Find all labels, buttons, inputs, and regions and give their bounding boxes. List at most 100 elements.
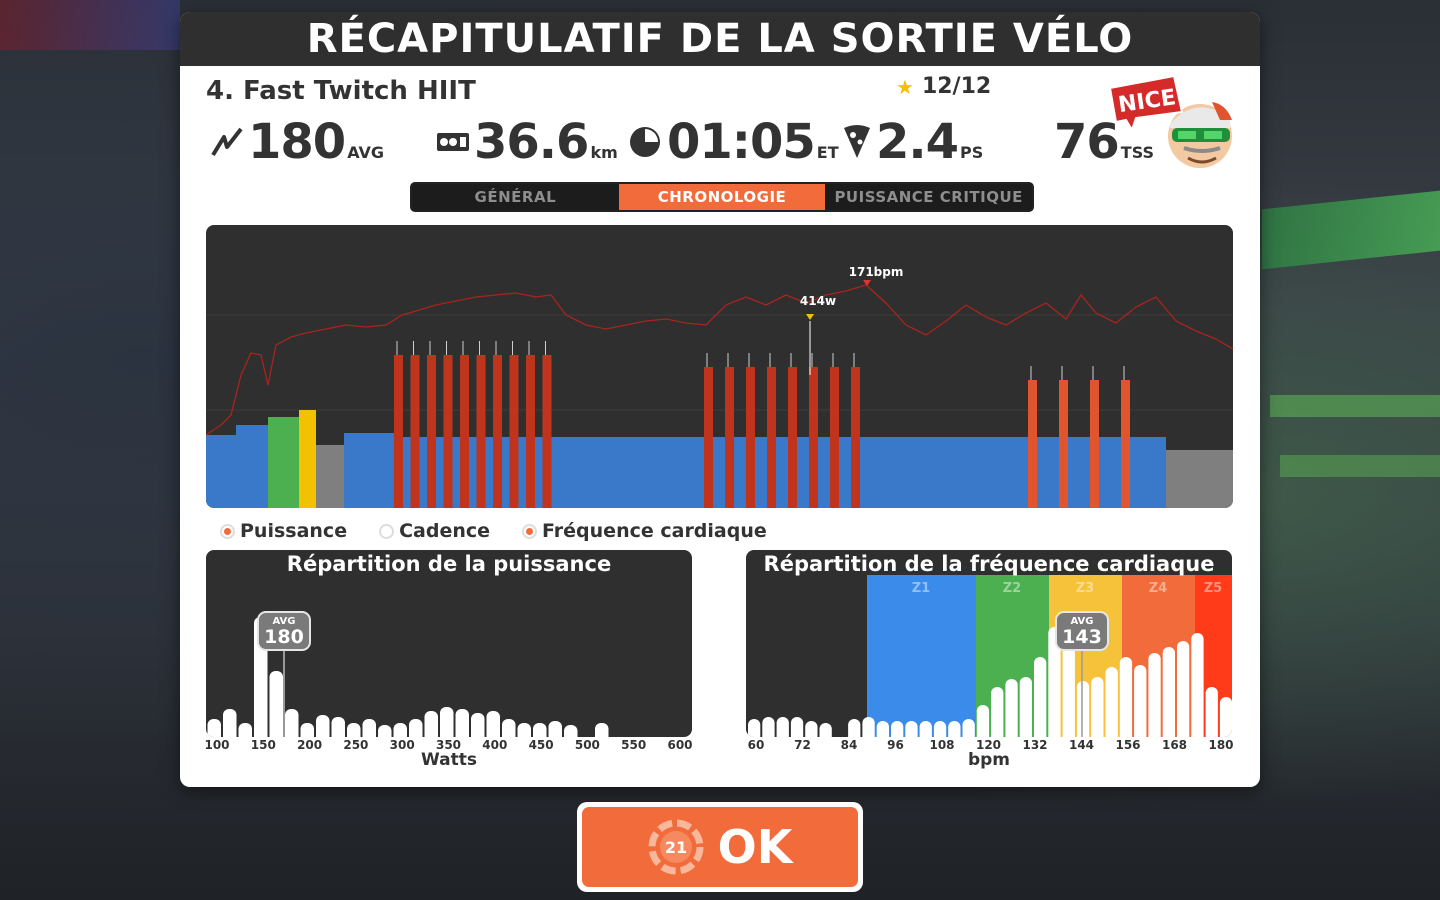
peak-power-label: 414w (800, 294, 836, 308)
ok-label: OK (717, 820, 793, 874)
hr-zone-label: Z2 (1003, 581, 1021, 596)
ok-button[interactable]: 21 OK (582, 807, 858, 887)
hr-histogram-bar (1148, 653, 1161, 737)
power-icon (211, 127, 243, 157)
tab-critical-power[interactable]: PUISSANCE CRITIQUE (825, 184, 1032, 210)
power-interval-bar (704, 367, 713, 508)
stat-pizza-slices: 2.4 PS (842, 114, 983, 170)
axis-tick: 300 (389, 738, 415, 752)
hr-histogram-bar (905, 721, 918, 737)
axis-tick: 450 (528, 738, 554, 752)
heart-rate-distribution-plot: Z1 Z2 Z3 Z4 Z5 AVG 143 (748, 575, 1232, 737)
axis-tick: 144 (1068, 738, 1095, 752)
legend-power-toggle[interactable]: Puissance (220, 520, 347, 542)
power-interval-bar (746, 367, 755, 508)
axis-tick: 350 (435, 738, 462, 752)
peak-hr-marker: 171bpm (849, 265, 904, 286)
peak-hr-label: 171bpm (849, 265, 904, 279)
power-histogram-bar (393, 723, 407, 737)
hr-histogram-bar (805, 721, 818, 737)
legend-cadence-toggle[interactable]: Cadence (379, 520, 490, 542)
timeline-plot: 414w 171bpm (206, 265, 1233, 508)
tab-timeline[interactable]: CHRONOLOGIE (618, 184, 826, 210)
power-histogram-bar (378, 725, 392, 737)
power-histogram-bar (564, 725, 578, 737)
power-interval-bar (830, 367, 839, 508)
axis-tick: 250 (343, 738, 369, 752)
radio-icon (220, 523, 235, 539)
hr-histogram-bar (1105, 667, 1118, 737)
power-interval-bar (851, 367, 860, 508)
power-histogram-bar (471, 713, 485, 737)
svg-text:21: 21 (664, 838, 686, 857)
hr-histogram-bar (862, 717, 875, 737)
timeline-chart: 414w 171bpm (206, 225, 1233, 508)
hr-histogram-bar (1205, 687, 1218, 737)
nice-badge: NICE! (1108, 74, 1187, 133)
power-histogram-bar (548, 721, 562, 737)
mascot-avatar: NICE! (1108, 74, 1232, 168)
hr-histogram-bar (1162, 647, 1175, 737)
stat-avg-power: 180 AVG (210, 114, 384, 170)
axis-tick: 60 (747, 738, 765, 752)
hr-zone-label: Z5 (1204, 581, 1222, 596)
hr-histogram-bar (1091, 677, 1104, 737)
stat-tss: 76 TSS (1054, 114, 1155, 170)
power-interval-bar (788, 367, 797, 508)
power-interval-bar (809, 367, 818, 508)
power-segment (299, 410, 316, 508)
hr-histogram-bar (991, 687, 1004, 737)
power-interval-bar (509, 355, 519, 508)
svg-text:AVG: AVG (272, 616, 295, 627)
level-badge-icon: 21 (648, 819, 704, 875)
hr-avg-marker: AVG 143 (1055, 611, 1109, 651)
power-histogram-bar (533, 723, 547, 737)
power-interval-bar (1090, 380, 1099, 508)
heart-rate-distribution-title: Répartition de la fréquence cardiaque (763, 552, 1215, 576)
stars-count: ★ 12/12 (896, 74, 991, 99)
hr-histogram-bar (1048, 627, 1061, 737)
power-segment (316, 445, 344, 508)
power-histogram-bar (455, 709, 469, 737)
stats-row: 180 AVG 36.6 km 01:05 ET 2.4 PS 76 TSS (180, 114, 1260, 174)
hr-histogram-bar (1062, 637, 1075, 737)
background-structure (1280, 455, 1440, 477)
axis-tick: 150 (250, 738, 276, 752)
power-segment (858, 437, 1026, 508)
power-histogram-bar (424, 711, 438, 737)
power-histogram-bar (285, 709, 299, 737)
hr-histogram-bar (976, 705, 990, 737)
power-histogram-bar (502, 719, 516, 737)
svg-text:180: 180 (264, 626, 304, 648)
hr-histogram-bar (1177, 641, 1190, 737)
axis-tick: 108 (929, 738, 955, 752)
ok-button-frame: 21 OK (577, 802, 863, 892)
heart-rate-line (206, 284, 1233, 436)
hr-histogram-bar (848, 719, 861, 737)
axis-tick: 550 (621, 738, 647, 752)
axis-tick: 180 (1208, 738, 1234, 752)
hr-histogram-bar (819, 723, 832, 737)
power-interval-bar (542, 355, 552, 508)
axis-tick: 120 (975, 738, 1002, 752)
radio-icon (522, 523, 538, 539)
stars-value: 12/12 (921, 74, 992, 99)
hr-zone-label: Z1 (912, 581, 930, 596)
summary-tabs: GÉNÉRAL CHRONOLOGIE PUISSANCE CRITIQUE (410, 182, 1034, 212)
tab-general[interactable]: GÉNÉRAL (412, 184, 619, 210)
hr-histogram-bar (1019, 677, 1032, 737)
stat-distance: 36.6 km (436, 114, 618, 170)
panel-title: RÉCAPITULATIF DE LA SORTIE VÉLO (180, 12, 1260, 66)
legend-heart-rate-toggle[interactable]: Fréquence cardiaque (522, 520, 767, 542)
axis-tick: 72 (794, 738, 811, 752)
power-histogram-bar (409, 719, 423, 737)
stat-elapsed-time: 01:05 ET (627, 114, 839, 170)
power-interval-bar (443, 355, 453, 508)
power-segment (268, 417, 299, 508)
axis-tick: 84 (840, 738, 858, 752)
power-interval-bar (476, 355, 486, 508)
power-interval-bar (1028, 380, 1037, 508)
hr-axis-title: bpm (967, 750, 1011, 770)
hr-histogram-bar (876, 721, 889, 737)
power-segment (546, 437, 703, 508)
